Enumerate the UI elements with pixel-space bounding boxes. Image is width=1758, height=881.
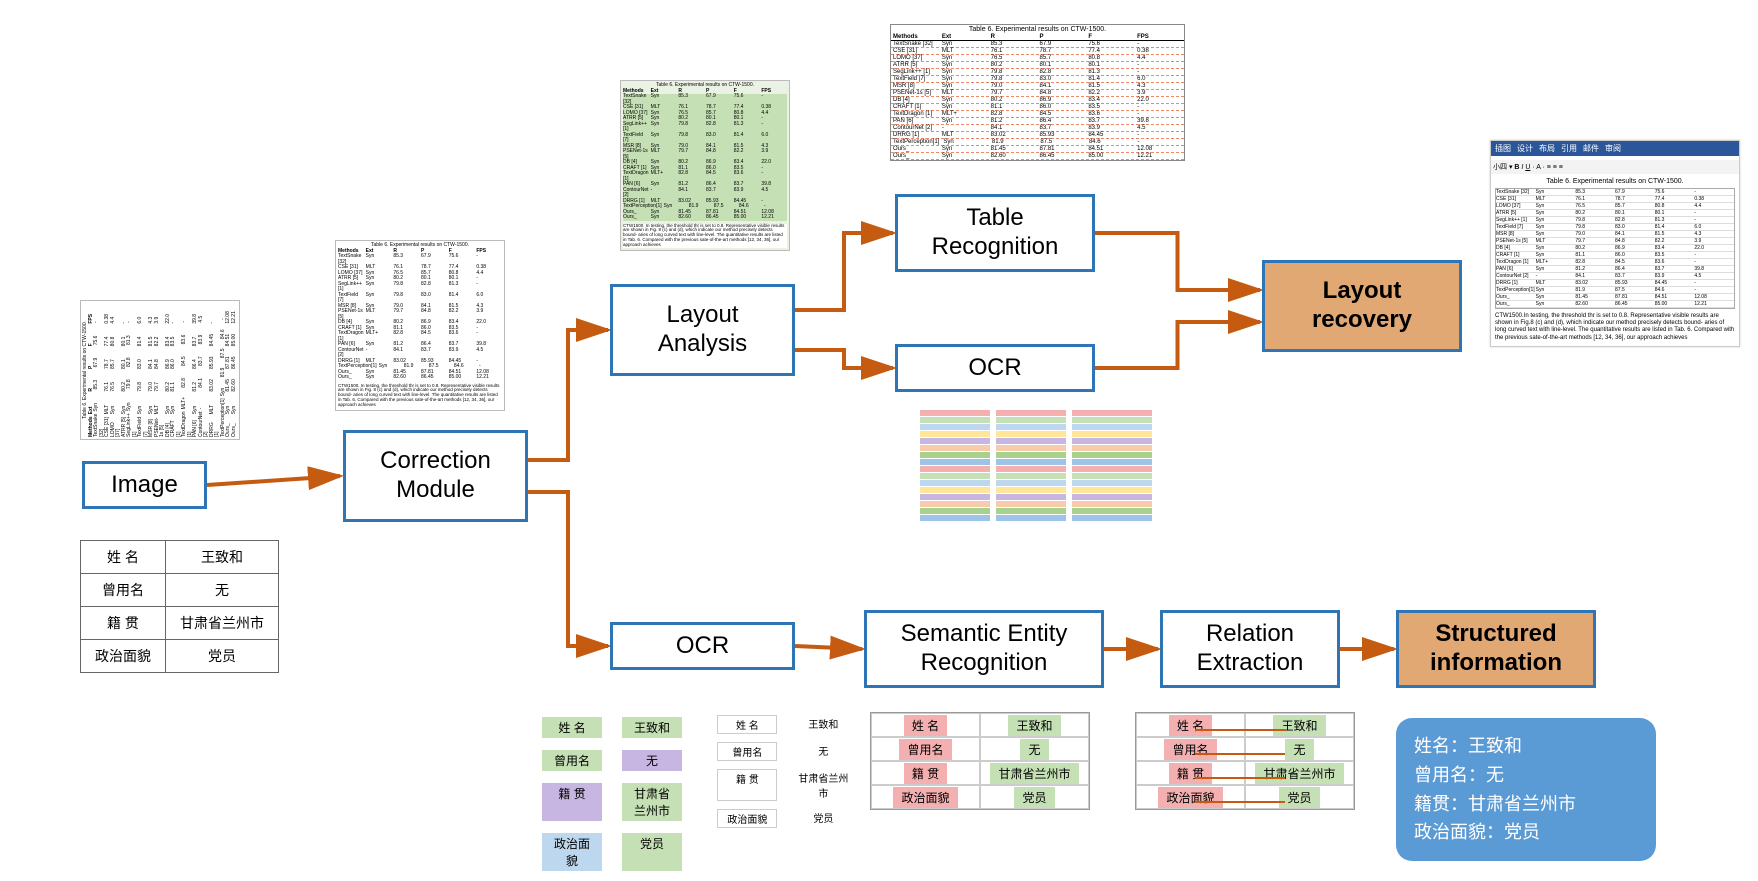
form-table: 姓 名王致和曾用名无籍 贯甘肃省兰州市政治面貌党员 bbox=[80, 540, 279, 673]
ocr-output-illustration bbox=[920, 410, 1152, 522]
word-doc-illustration: 插图设计布局引用邮件审阅 小四 ▾ B I U · A · ≡ ≡ ≡ Tabl… bbox=[1490, 140, 1740, 347]
node-ocr1: OCR bbox=[895, 344, 1095, 392]
node-structured: Structuredinformation bbox=[1396, 610, 1596, 688]
node-image: Image bbox=[82, 461, 207, 509]
word-doc-caption: CTW1500.In testing, the threshold thr is… bbox=[1495, 313, 1735, 342]
node-correction: CorrectionModule bbox=[343, 430, 528, 522]
ser-illustration: 姓 名王致和曾用名无籍 贯甘肃省兰州市政治面貌党员 bbox=[870, 712, 1090, 810]
structured-result: 姓名：王致和曾用名：无籍贯：甘肃省兰州市政治面貌：党员 bbox=[1396, 718, 1656, 861]
node-ocr2: OCR bbox=[610, 622, 795, 670]
correction-caption: CTW1500. In testing, the threshold thr i… bbox=[338, 384, 502, 409]
rotated-sheet: Table 6. Experimental results on CTW-150… bbox=[80, 300, 240, 440]
node-layoutrec: Layoutrecovery bbox=[1262, 260, 1462, 352]
layout-sheet: Table 6. Experimental results on CTW-150… bbox=[620, 80, 790, 251]
word-ribbon: 插图设计布局引用邮件审阅 bbox=[1491, 141, 1739, 156]
word-toolbar: 小四 ▾ B I U · A · ≡ ≡ ≡ bbox=[1491, 160, 1739, 174]
ocr-bottom-illustration: 姓 名王致和曾用名无籍 贯甘肃省兰州市政治面貌党员 姓 名王致和曾用名无籍 贯甘… bbox=[540, 715, 853, 881]
form-table-illustration: 姓 名王致和曾用名无籍 贯甘肃省兰州市政治面貌党员 bbox=[80, 540, 279, 673]
layout-caption: CTW1500. In testing, the threshold thr i… bbox=[623, 224, 787, 249]
node-layout: LayoutAnalysis bbox=[610, 284, 795, 376]
word-doc-title: Table 6. Experimental results on CTW-150… bbox=[1495, 178, 1735, 185]
top-table-title: Table 6. Experimental results on CTW-150… bbox=[891, 25, 1184, 34]
node-tablerec: TableRecognition bbox=[895, 194, 1095, 272]
correction-sheet: Table 6. Experimental results on CTW-150… bbox=[335, 240, 505, 411]
node-relext: RelationExtraction bbox=[1160, 610, 1340, 688]
table-recognition-illustration: Table 6. Experimental results on CTW-150… bbox=[890, 24, 1185, 161]
relation-illustration: 姓 名王致和曾用名无籍 贯甘肃省兰州市政治面貌党员 bbox=[1135, 712, 1355, 810]
node-ser: Semantic EntityRecognition bbox=[864, 610, 1104, 688]
word-font-label: 小四 bbox=[1493, 164, 1507, 171]
